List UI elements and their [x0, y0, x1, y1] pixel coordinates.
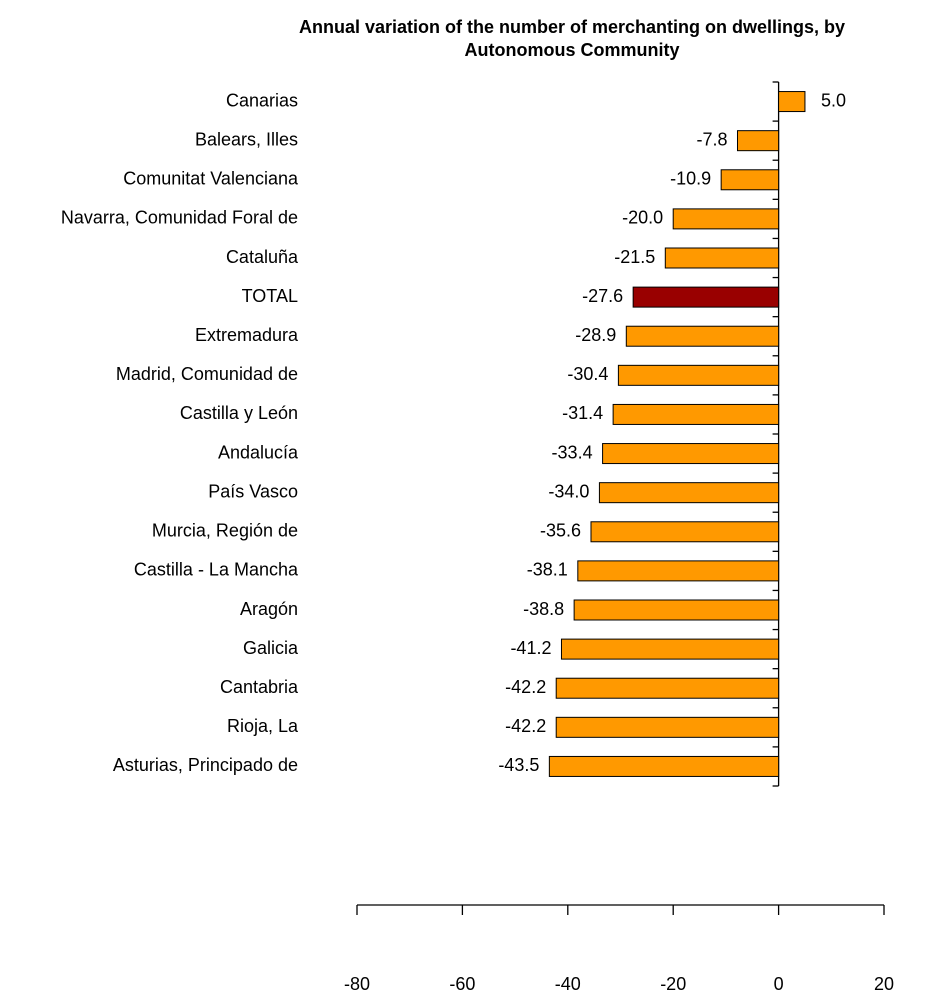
data-label: -28.9 [575, 325, 616, 345]
y-tick-label: Canarias [226, 90, 298, 110]
data-label: -21.5 [614, 247, 655, 267]
y-tick-label: Extremadura [195, 325, 299, 345]
y-tick-label: Asturias, Principado de [113, 755, 298, 775]
data-label: -41.2 [510, 638, 551, 658]
data-label: -35.6 [540, 521, 581, 541]
data-label: -38.8 [523, 599, 564, 619]
data-label: -31.4 [562, 403, 603, 423]
y-tick-label: Balears, Illes [195, 129, 298, 149]
y-tick-label: Madrid, Comunidad de [116, 364, 298, 384]
y-tick-label: Rioja, La [227, 716, 299, 736]
data-label: -38.1 [527, 560, 568, 580]
y-tick-label: TOTAL [242, 286, 298, 306]
y-tick-label: Castilla y León [180, 403, 298, 423]
bar [720, 169, 780, 191]
y-tick-label: Galicia [243, 638, 299, 658]
x-tick-label: -20 [660, 974, 686, 994]
data-label: -42.2 [505, 677, 546, 697]
data-label: -43.5 [498, 755, 539, 775]
bar [672, 208, 780, 230]
bar [602, 443, 780, 465]
x-tick-label: 20 [874, 974, 894, 994]
y-tick-label: Cataluña [226, 247, 299, 267]
data-label: -30.4 [567, 364, 608, 384]
x-tick-label: -60 [449, 974, 475, 994]
data-label: -27.6 [582, 286, 623, 306]
chart-title: Annual variation of the number of mercha… [299, 17, 845, 37]
bar [632, 286, 780, 308]
y-tick-label: Aragón [240, 599, 298, 619]
data-label: -7.8 [696, 129, 727, 149]
bar [573, 599, 780, 621]
y-tick-label: Cantabria [220, 677, 299, 697]
bar [590, 521, 780, 543]
x-tick-label: -80 [344, 974, 370, 994]
data-label: -34.0 [548, 481, 589, 501]
y-tick-label: País Vasco [208, 481, 298, 501]
bar [778, 91, 806, 113]
data-label: -33.4 [552, 442, 593, 462]
data-label: -20.0 [622, 208, 663, 228]
data-label: -10.9 [670, 169, 711, 189]
bar [612, 403, 780, 425]
y-tick-label: Navarra, Comunidad Foral de [61, 208, 298, 228]
bar [560, 638, 780, 660]
y-tick-label: Castilla - La Mancha [134, 560, 299, 580]
bar [736, 130, 780, 152]
data-label: 5.0 [821, 90, 846, 110]
bar [555, 716, 780, 738]
bar [555, 677, 780, 699]
bar [598, 482, 780, 504]
data-label: -42.2 [505, 716, 546, 736]
y-tick-label: Murcia, Región de [152, 521, 298, 541]
y-tick-label: Comunitat Valenciana [123, 169, 299, 189]
bar [577, 560, 780, 582]
bar [625, 325, 780, 347]
bar [617, 364, 780, 386]
bar [548, 755, 780, 777]
bar [664, 247, 780, 269]
x-tick-label: -40 [555, 974, 581, 994]
y-tick-label: Andalucía [218, 442, 299, 462]
chart-title: Autonomous Community [465, 40, 680, 60]
x-tick-label: 0 [774, 974, 784, 994]
